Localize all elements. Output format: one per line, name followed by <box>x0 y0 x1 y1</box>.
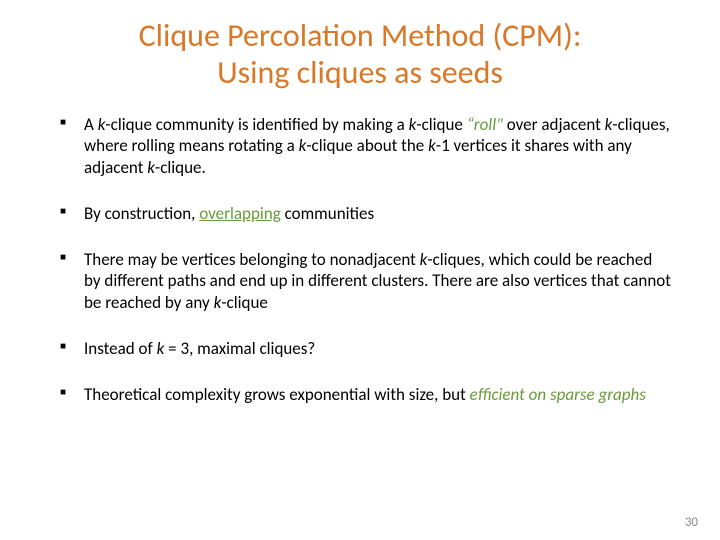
slide: Clique Percolation Method (CPM): Using c… <box>0 0 720 540</box>
text-run: “roll" <box>467 114 503 135</box>
slide-title: Clique Percolation Method (CPM): Using c… <box>48 18 672 92</box>
text-run: By construction, <box>84 203 199 224</box>
text-run: -clique community is identified by makin… <box>105 114 408 135</box>
text-run: -clique about the <box>306 135 428 156</box>
text-run: -clique <box>416 114 466 135</box>
text-run: Theoretical complexity grows exponential… <box>84 384 470 405</box>
title-line-2: Using cliques as seeds <box>48 55 672 92</box>
text-run: -clique. <box>155 157 206 178</box>
text-run: over adjacent <box>503 114 605 135</box>
bullet-item: By construction, overlapping communities <box>60 203 672 225</box>
bullet-item: A k -clique community is identified by ma… <box>60 114 672 179</box>
bullet-list: A k -clique community is identified by ma… <box>48 114 672 406</box>
text-run: = 3, maximal cliques? <box>164 338 315 359</box>
page-number: 30 <box>685 515 698 530</box>
text-run: overlapping <box>199 203 281 224</box>
bullet-item: Instead of k = 3, maximal cliques? <box>60 338 672 360</box>
text-run: k <box>428 135 436 156</box>
text-run: communities <box>281 203 374 224</box>
bullet-item: Theoretical complexity grows exponential… <box>60 384 672 406</box>
text-run: Instead of <box>84 338 157 359</box>
bullet-item: There may be vertices belonging to nonad… <box>60 249 672 314</box>
text-run: efficient on sparse graphs <box>470 384 646 405</box>
text-run: There may be vertices belonging to nonad… <box>84 249 420 270</box>
text-run: -clique <box>221 292 268 313</box>
title-line-1: Clique Percolation Method (CPM): <box>48 18 672 55</box>
text-run: A <box>84 114 98 135</box>
text-run: k <box>147 157 155 178</box>
